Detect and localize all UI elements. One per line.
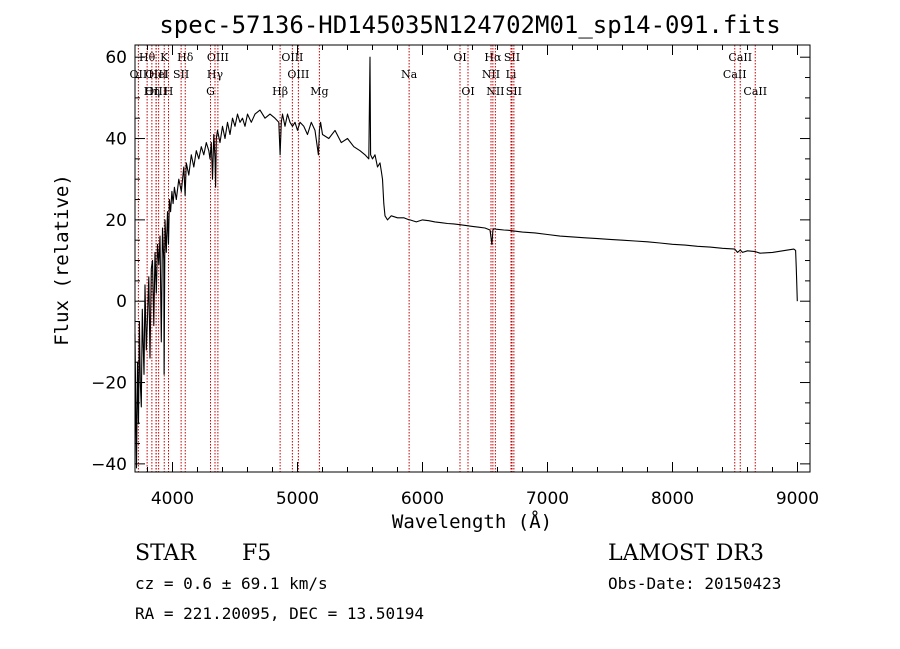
y-tick-label: 0	[116, 292, 127, 312]
ra-dec-coords: RA = 221.20095, DEC = 13.50194	[135, 604, 424, 623]
spectral-line-label-23: SII	[504, 51, 520, 64]
spectral-line-label-15: OIII	[287, 68, 309, 81]
spectral-line-label-12: G	[206, 85, 215, 98]
chart-title: spec-57136-HD145035N124702M01_sp14-091.f…	[159, 11, 780, 39]
axis-ticks: 4000 5000 6000 7000 8000 9000 −40 −20 0 20 40 60	[91, 45, 819, 509]
spectral-line-label-5: OIII	[145, 85, 167, 98]
spectral-line-label-7: SII	[173, 68, 189, 81]
y-tick-label: 60	[105, 48, 127, 68]
x-tick-label: 5000	[276, 489, 319, 509]
survey-name: LAMOST DR3	[608, 541, 764, 566]
x-tick-label: 6000	[401, 489, 444, 509]
spectral-line-label-11: Hγ	[207, 68, 224, 81]
spectral-line-label-26: CaII	[728, 51, 752, 64]
spectral-line-label-2: OIII	[145, 68, 167, 81]
spectral-line-label-8: H	[164, 85, 174, 98]
plot-frame	[134, 44, 811, 473]
spectral-line-label-0: OII	[130, 68, 148, 81]
x-tick-label: 7000	[526, 489, 569, 509]
x-tick-label: 9000	[776, 489, 819, 509]
y-tick-label: 20	[105, 211, 127, 231]
x-axis-label: Wavelength (Å)	[392, 510, 552, 533]
x-tick-label: 8000	[651, 489, 694, 509]
spectral-line-label-28: CaII	[743, 85, 767, 98]
y-tick-label: −20	[91, 374, 127, 394]
y-tick-label: 40	[105, 130, 127, 150]
y-tick-label: −40	[91, 455, 127, 475]
x-tick-label: 4000	[151, 489, 194, 509]
spectral-line-label-25: SII	[506, 85, 522, 98]
spectral-line-label-10: OIII	[207, 51, 229, 64]
y-axis-label: Flux (relative)	[51, 174, 73, 346]
obs-date: Obs-Date: 20150423	[608, 574, 781, 593]
spectral-line-label-17: Na	[401, 68, 418, 81]
spectral-line-label-16: Mg	[310, 85, 328, 98]
spectrum-series	[134, 56, 798, 469]
spectral-line-label-13: Hβ	[272, 85, 288, 98]
spectral-line-label-18: OI	[453, 51, 466, 64]
object-subclass: F5	[242, 541, 271, 566]
spectral-line-label-6: K	[160, 51, 169, 64]
series-line-0	[134, 56, 798, 469]
spectral-line-label-14: OIII	[281, 51, 303, 64]
spectral-line-label-3: HeI	[148, 68, 168, 81]
spectral-line-label-9: Hδ	[177, 51, 194, 64]
spectral-line-label-21: NII	[482, 68, 500, 81]
spectral-line-label-22: NII	[486, 85, 504, 98]
spectral-line-label-24: Li	[506, 68, 517, 81]
object-class: STAR	[135, 541, 197, 566]
redshift-cz: cz = 0.6 ± 69.1 km/s	[135, 574, 328, 593]
spectral-line-label-19: OI	[461, 85, 474, 98]
spectral-line-label-27: CaII	[723, 68, 747, 81]
spectral-line-label-20: Hα	[484, 51, 502, 64]
